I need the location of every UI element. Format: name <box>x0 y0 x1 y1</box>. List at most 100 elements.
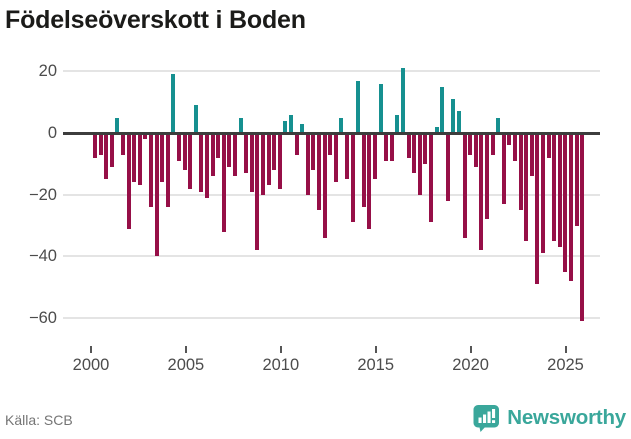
bar <box>328 133 333 155</box>
x-axis-tick <box>469 346 472 353</box>
bar <box>546 133 551 158</box>
bar <box>221 133 226 232</box>
bar <box>501 133 506 204</box>
x-axis-tick <box>279 346 282 353</box>
bar <box>462 133 467 238</box>
bar <box>440 86 445 133</box>
bar <box>406 133 411 158</box>
bar <box>266 133 271 186</box>
bar <box>568 133 574 281</box>
bar <box>350 133 355 223</box>
brand-name: Newsworthy <box>507 406 626 429</box>
bar <box>288 114 294 133</box>
bar <box>445 133 450 201</box>
bar <box>126 133 131 229</box>
bar <box>137 133 142 186</box>
newsworthy-brand-link[interactable]: Newsworthy <box>473 404 626 432</box>
gridline <box>63 193 600 196</box>
bar <box>249 133 254 192</box>
bar <box>451 99 456 133</box>
bar <box>344 133 350 180</box>
bar <box>316 133 322 211</box>
bar <box>496 117 501 133</box>
bar <box>456 111 462 133</box>
bar <box>428 133 434 223</box>
bar <box>339 117 344 133</box>
bar <box>277 133 282 189</box>
x-axis-tick-label: 2000 <box>72 356 110 374</box>
bar <box>148 133 154 207</box>
chart-title: Födelseöverskott i Boden <box>5 6 306 34</box>
gridline <box>63 255 600 258</box>
bar <box>540 133 546 254</box>
bar <box>389 133 394 161</box>
newsworthy-logo-icon <box>473 405 500 432</box>
bar <box>378 83 383 133</box>
bar <box>552 133 557 241</box>
bar <box>580 133 585 322</box>
bar <box>557 133 562 248</box>
bar <box>524 133 529 241</box>
bar <box>384 133 389 161</box>
bar <box>356 80 361 133</box>
bar <box>204 133 210 198</box>
gridline <box>63 316 600 319</box>
bar <box>484 133 490 220</box>
bar <box>232 133 238 177</box>
bar <box>311 133 316 170</box>
bar <box>210 133 215 177</box>
y-axis-tick-label: −40 <box>29 247 57 266</box>
bar <box>535 133 540 285</box>
bar <box>322 133 327 238</box>
bar <box>115 117 120 133</box>
bar <box>199 133 204 192</box>
y-axis-tick-label: −60 <box>29 308 57 327</box>
bar <box>143 133 148 140</box>
bar <box>400 68 406 133</box>
source-label: Källa: SCB <box>5 412 73 428</box>
bar <box>109 133 114 167</box>
y-axis-tick-label: 0 <box>47 124 57 142</box>
bar <box>300 123 305 133</box>
bar <box>529 133 534 177</box>
y-axis-tick-label: −20 <box>29 185 57 204</box>
bar <box>238 117 243 133</box>
bar <box>512 133 518 161</box>
bar <box>395 114 400 133</box>
bar <box>120 133 126 155</box>
bar <box>171 74 176 133</box>
bar <box>154 133 159 257</box>
bar <box>367 133 372 229</box>
bar <box>361 133 366 207</box>
bar <box>160 133 165 183</box>
x-axis-tick-label: 2010 <box>262 356 300 374</box>
bar <box>104 133 109 180</box>
x-axis-tick-label: 2025 <box>547 356 584 374</box>
x-axis-tick <box>90 346 92 353</box>
zero-axis-line <box>63 131 600 135</box>
bar <box>468 133 473 155</box>
x-axis-tick-label: 2015 <box>357 356 395 374</box>
bar <box>563 133 568 272</box>
bar <box>216 133 221 158</box>
bar <box>244 133 249 174</box>
x-axis-tick-label: 2005 <box>167 356 205 374</box>
bar <box>227 133 232 167</box>
bar <box>412 133 417 174</box>
bar <box>473 133 478 167</box>
bar <box>417 133 422 195</box>
bar <box>305 133 310 195</box>
bar <box>294 133 299 155</box>
bar <box>283 120 288 133</box>
bar <box>176 133 182 161</box>
bar <box>188 133 193 189</box>
bar <box>255 133 260 251</box>
y-axis-tick-label: 20 <box>38 62 57 81</box>
bar <box>507 133 512 146</box>
x-axis-tick-label: 2020 <box>452 356 489 374</box>
bar <box>423 133 428 164</box>
x-axis-tick <box>564 346 567 353</box>
x-axis-tick <box>184 346 187 353</box>
bar <box>182 133 187 170</box>
